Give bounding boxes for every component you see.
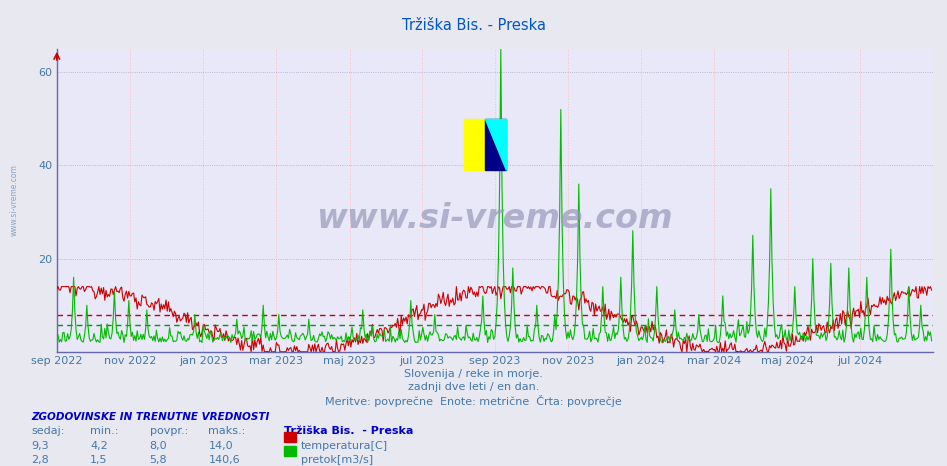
Text: Slovenija / reke in morje.: Slovenija / reke in morje. [404,369,543,379]
Text: temperatura[C]: temperatura[C] [301,441,388,451]
Text: 5,8: 5,8 [150,455,168,465]
Text: 4,2: 4,2 [90,441,108,451]
Bar [485,119,507,170]
Text: Tržiška Bis. - Preska: Tržiška Bis. - Preska [402,18,545,33]
Text: sedaj:: sedaj: [31,426,64,436]
Text: 14,0: 14,0 [208,441,233,451]
Text: 2,8: 2,8 [31,455,49,465]
Text: pretok[m3/s]: pretok[m3/s] [301,455,373,465]
Text: min.:: min.: [90,426,118,436]
Text: Tržiška Bis.  - Preska: Tržiška Bis. - Preska [284,426,414,436]
Bar [464,119,485,170]
Text: maks.:: maks.: [208,426,245,436]
Text: 8,0: 8,0 [150,441,168,451]
Polygon shape [485,119,507,170]
Text: Meritve: povprečne  Enote: metrične  Črta: povprečje: Meritve: povprečne Enote: metrične Črta:… [325,395,622,407]
Text: zadnji dve leti / en dan.: zadnji dve leti / en dan. [408,382,539,392]
Text: 1,5: 1,5 [90,455,107,465]
Text: povpr.:: povpr.: [150,426,188,436]
Text: www.si-vreme.com: www.si-vreme.com [9,164,19,236]
Text: ZGODOVINSKE IN TRENUTNE VREDNOSTI: ZGODOVINSKE IN TRENUTNE VREDNOSTI [31,412,270,422]
Text: 140,6: 140,6 [208,455,240,465]
Text: 9,3: 9,3 [31,441,49,451]
Text: www.si-vreme.com: www.si-vreme.com [316,202,673,235]
